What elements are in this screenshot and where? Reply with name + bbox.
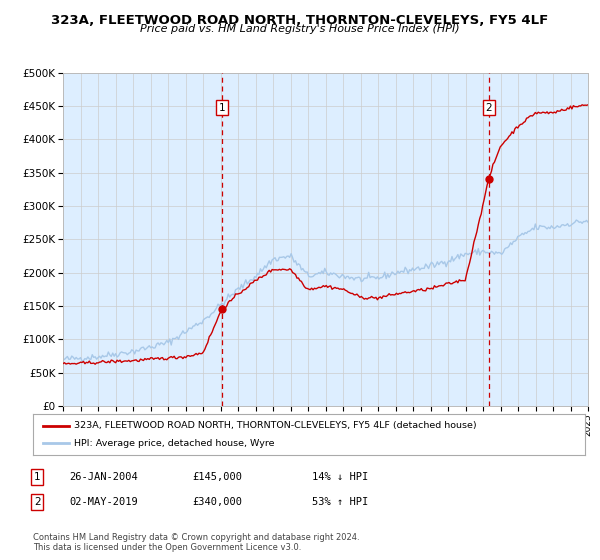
Text: 53% ↑ HPI: 53% ↑ HPI bbox=[312, 497, 368, 507]
Text: 323A, FLEETWOOD ROAD NORTH, THORNTON-CLEVELEYS, FY5 4LF: 323A, FLEETWOOD ROAD NORTH, THORNTON-CLE… bbox=[52, 14, 548, 27]
Text: This data is licensed under the Open Government Licence v3.0.: This data is licensed under the Open Gov… bbox=[33, 543, 301, 552]
Text: 1: 1 bbox=[218, 103, 225, 113]
Text: £340,000: £340,000 bbox=[192, 497, 242, 507]
Text: HPI: Average price, detached house, Wyre: HPI: Average price, detached house, Wyre bbox=[74, 439, 275, 448]
Text: 1: 1 bbox=[34, 472, 41, 482]
Text: Price paid vs. HM Land Registry's House Price Index (HPI): Price paid vs. HM Land Registry's House … bbox=[140, 24, 460, 34]
Text: 02-MAY-2019: 02-MAY-2019 bbox=[69, 497, 138, 507]
Text: 14% ↓ HPI: 14% ↓ HPI bbox=[312, 472, 368, 482]
Text: £145,000: £145,000 bbox=[192, 472, 242, 482]
Text: 26-JAN-2004: 26-JAN-2004 bbox=[69, 472, 138, 482]
Text: 2: 2 bbox=[485, 103, 492, 113]
Text: 2: 2 bbox=[34, 497, 41, 507]
Text: Contains HM Land Registry data © Crown copyright and database right 2024.: Contains HM Land Registry data © Crown c… bbox=[33, 533, 359, 542]
Text: 323A, FLEETWOOD ROAD NORTH, THORNTON-CLEVELEYS, FY5 4LF (detached house): 323A, FLEETWOOD ROAD NORTH, THORNTON-CLE… bbox=[74, 421, 477, 430]
